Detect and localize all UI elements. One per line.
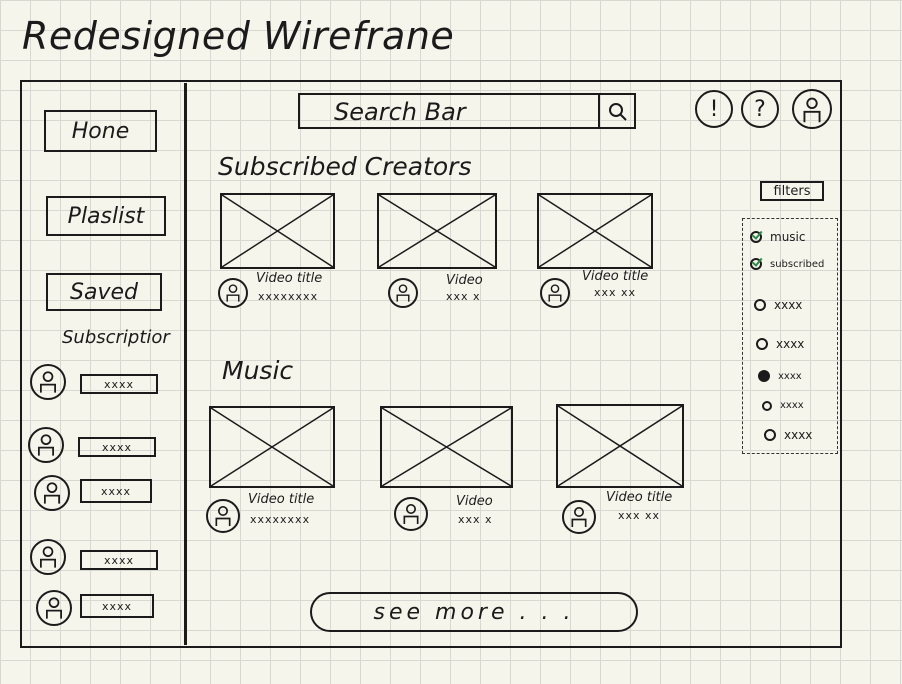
checkbox-checked-icon[interactable] xyxy=(750,258,762,270)
subscription-name: xxxx xyxy=(80,594,154,618)
filters-label: filters xyxy=(773,183,811,199)
person-icon xyxy=(548,284,562,302)
channel-avatar[interactable] xyxy=(562,500,596,534)
video-title[interactable]: Video title xyxy=(582,269,649,284)
person-icon xyxy=(215,506,231,526)
radio-empty-icon[interactable] xyxy=(764,429,776,441)
filter-option-label: xxxx xyxy=(780,400,804,411)
filter-option-label: xxxx xyxy=(784,428,813,442)
video-title[interactable]: Video xyxy=(456,494,493,509)
video-thumbnail[interactable] xyxy=(377,193,497,269)
nav-saved-label: Saved xyxy=(70,279,138,305)
subscription-name: xxxx xyxy=(80,479,152,503)
avatar xyxy=(34,475,70,511)
video-thumbnail[interactable] xyxy=(556,404,684,488)
help-icon[interactable]: ? xyxy=(741,90,779,128)
search-icon[interactable] xyxy=(604,99,630,125)
profile-icon[interactable] xyxy=(792,89,832,129)
search-input[interactable]: Search Bar xyxy=(334,98,466,126)
filter-option-label: xxxx xyxy=(776,337,805,351)
section-title: Subscribed Creators xyxy=(218,152,472,181)
video-thumbnail[interactable] xyxy=(209,406,335,488)
search-separator xyxy=(598,95,600,127)
video-title[interactable]: Video title xyxy=(248,492,315,507)
see-more-button[interactable]: see more . . . xyxy=(310,592,638,632)
avatar xyxy=(28,427,64,463)
nav-playlist-label: Plaslist xyxy=(67,203,145,229)
video-meta: xxx xx xyxy=(618,509,661,522)
video-title[interactable]: Video title xyxy=(606,490,673,505)
filters-button[interactable]: filters xyxy=(760,181,824,201)
filter-option[interactable]: xxxx xyxy=(758,370,802,382)
see-more-label: see more . . . xyxy=(373,599,575,625)
filter-option[interactable]: xxxx xyxy=(762,400,804,411)
avatar xyxy=(36,590,72,626)
nav-playlist-button[interactable]: Plaslist xyxy=(46,196,166,236)
channel-avatar[interactable] xyxy=(540,278,570,308)
person-icon xyxy=(38,434,54,456)
filter-option[interactable]: xxxx xyxy=(756,337,804,351)
person-icon xyxy=(44,482,60,504)
video-thumbnail[interactable] xyxy=(380,406,513,488)
video-title[interactable]: Video title xyxy=(256,271,323,286)
help-glyph: ? xyxy=(754,96,766,122)
avatar xyxy=(30,539,66,575)
filter-option-label: subscribed xyxy=(770,258,825,270)
radio-empty-icon[interactable] xyxy=(756,338,768,350)
channel-avatar[interactable] xyxy=(388,278,418,308)
video-thumbnail[interactable] xyxy=(220,193,335,269)
filter-option-label: xxxx xyxy=(778,370,802,382)
page-title: Redesigned Wirefrane xyxy=(22,14,455,58)
person-icon xyxy=(803,97,821,123)
person-icon xyxy=(571,507,587,527)
alert-icon[interactable]: ! xyxy=(695,90,733,128)
filter-option-label: xxxx xyxy=(774,298,803,312)
filter-option[interactable]: xxxx xyxy=(764,428,812,442)
person-icon xyxy=(46,597,62,619)
subscription-name: xxxx xyxy=(80,550,158,570)
video-thumbnail[interactable] xyxy=(537,193,653,269)
image-placeholder-icon xyxy=(382,408,511,486)
person-icon xyxy=(40,546,56,568)
filter-option[interactable]: music xyxy=(750,230,805,244)
sidebar-divider xyxy=(184,83,187,645)
filter-panel xyxy=(742,218,838,454)
avatar xyxy=(30,364,66,400)
person-icon xyxy=(403,504,419,524)
filter-option[interactable]: subscribed xyxy=(750,258,824,270)
person-icon xyxy=(40,371,56,393)
image-placeholder-icon xyxy=(379,195,495,267)
radio-empty-icon[interactable] xyxy=(762,400,772,411)
image-placeholder-icon xyxy=(539,195,651,267)
channel-avatar[interactable] xyxy=(206,499,240,533)
video-meta: xxx x xyxy=(458,513,493,526)
wireframe-frame xyxy=(20,80,842,648)
alert-glyph: ! xyxy=(709,96,719,122)
video-title[interactable]: Video xyxy=(446,273,483,288)
section-title: Music xyxy=(222,356,294,385)
channel-avatar[interactable] xyxy=(394,497,428,531)
channel-avatar[interactable] xyxy=(218,278,248,308)
image-placeholder-icon xyxy=(211,408,333,486)
nav-home-button[interactable]: Hone xyxy=(44,110,157,152)
subscriptions-heading: Subscriptior xyxy=(62,327,170,348)
person-icon xyxy=(396,284,410,302)
image-placeholder-icon xyxy=(558,406,682,486)
video-meta: xxxxxxxx xyxy=(258,290,319,303)
filter-option-label: music xyxy=(770,230,806,244)
subscription-name: xxxx xyxy=(78,437,156,457)
filter-option[interactable]: xxxx xyxy=(754,298,802,312)
subscription-name: xxxx xyxy=(80,374,158,394)
radio-selected-icon[interactable] xyxy=(758,370,770,382)
nav-home-label: Hone xyxy=(71,118,130,144)
image-placeholder-icon xyxy=(222,195,333,267)
video-meta: xxx xx xyxy=(594,286,637,299)
radio-empty-icon[interactable] xyxy=(754,299,766,311)
checkbox-checked-icon[interactable] xyxy=(750,231,762,243)
video-meta: xxxxxxxx xyxy=(250,513,311,526)
search-bar[interactable]: Search Bar xyxy=(298,93,636,129)
person-icon xyxy=(226,284,240,302)
nav-saved-button[interactable]: Saved xyxy=(46,273,162,311)
video-meta: xxx x xyxy=(446,290,481,303)
